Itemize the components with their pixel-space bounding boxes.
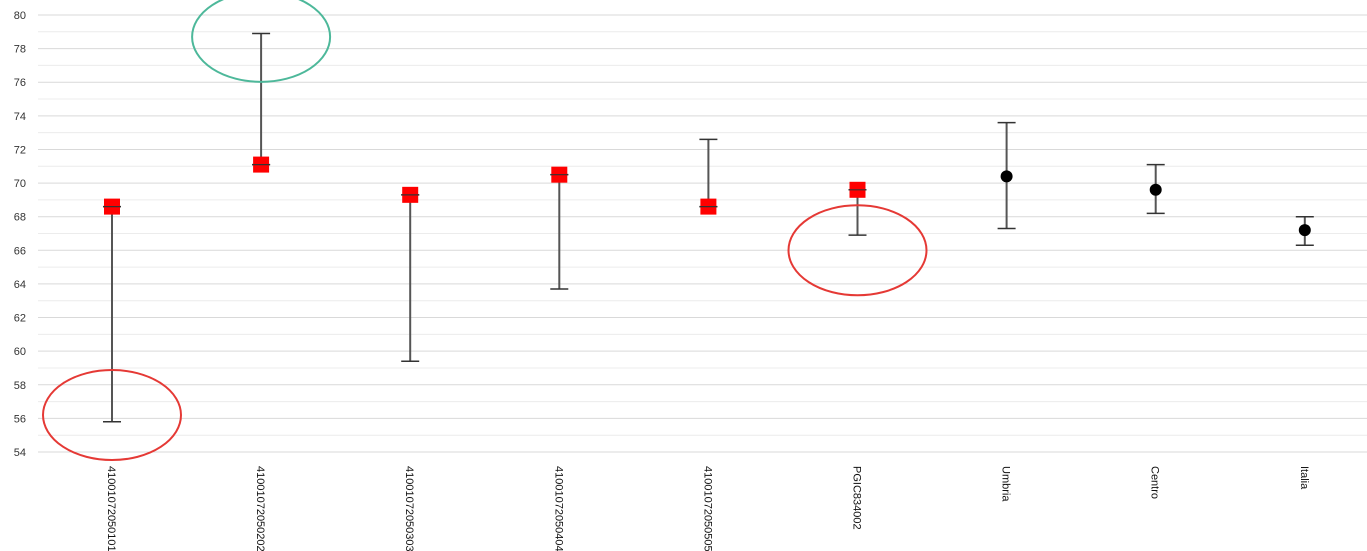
grid-lines — [38, 14, 1367, 453]
y-tick-label: 54 — [14, 447, 26, 459]
y-tick-label: 78 — [14, 44, 26, 56]
data-markers — [103, 156, 1311, 237]
x-category-label: Italia — [1298, 466, 1310, 490]
y-tick-label: 56 — [14, 413, 26, 425]
y-tick-label: 74 — [14, 111, 26, 123]
x-category-label: 41001072050202 — [254, 466, 266, 551]
y-tick-label: 72 — [14, 144, 26, 156]
circle-marker — [1298, 224, 1311, 237]
x-category-label: 41001072050101 — [105, 466, 117, 551]
x-axis: 41001072050101 41001072050202 410010720503… — [105, 466, 1310, 551]
annotation-ellipse — [191, 0, 332, 83]
y-tick-label: 58 — [14, 380, 26, 392]
x-category-label: PGIC834002 — [851, 466, 863, 530]
error-bar — [103, 205, 121, 423]
x-category-label: 41001072050303 — [403, 466, 415, 551]
annotation-ellipse — [787, 204, 928, 297]
annotation-ellipse — [42, 369, 182, 462]
circle-marker — [1000, 170, 1013, 183]
y-axis: 54 56 58 60 62 64 66 68 70 72 74 76 78 80 — [14, 10, 26, 459]
y-tick-label: 76 — [14, 77, 26, 89]
y-tick-label: 80 — [14, 10, 26, 22]
y-tick-label: 64 — [14, 279, 26, 291]
y-tick-label: 66 — [14, 245, 26, 257]
y-tick-label: 70 — [14, 178, 26, 190]
circle-marker — [1149, 183, 1162, 196]
y-tick-label: 62 — [14, 313, 26, 325]
y-tick-label: 60 — [14, 346, 26, 358]
error-bars — [103, 32, 1314, 423]
x-category-label: 41001072050505 — [701, 466, 713, 551]
error-bar — [401, 194, 420, 362]
error-bar — [550, 173, 569, 290]
x-category-label: Centro — [1149, 466, 1161, 499]
x-category-label: 41001072050404 — [552, 466, 564, 551]
x-category-label: Umbria — [1000, 466, 1012, 502]
y-tick-label: 68 — [14, 212, 26, 224]
annotations — [42, 0, 928, 462]
